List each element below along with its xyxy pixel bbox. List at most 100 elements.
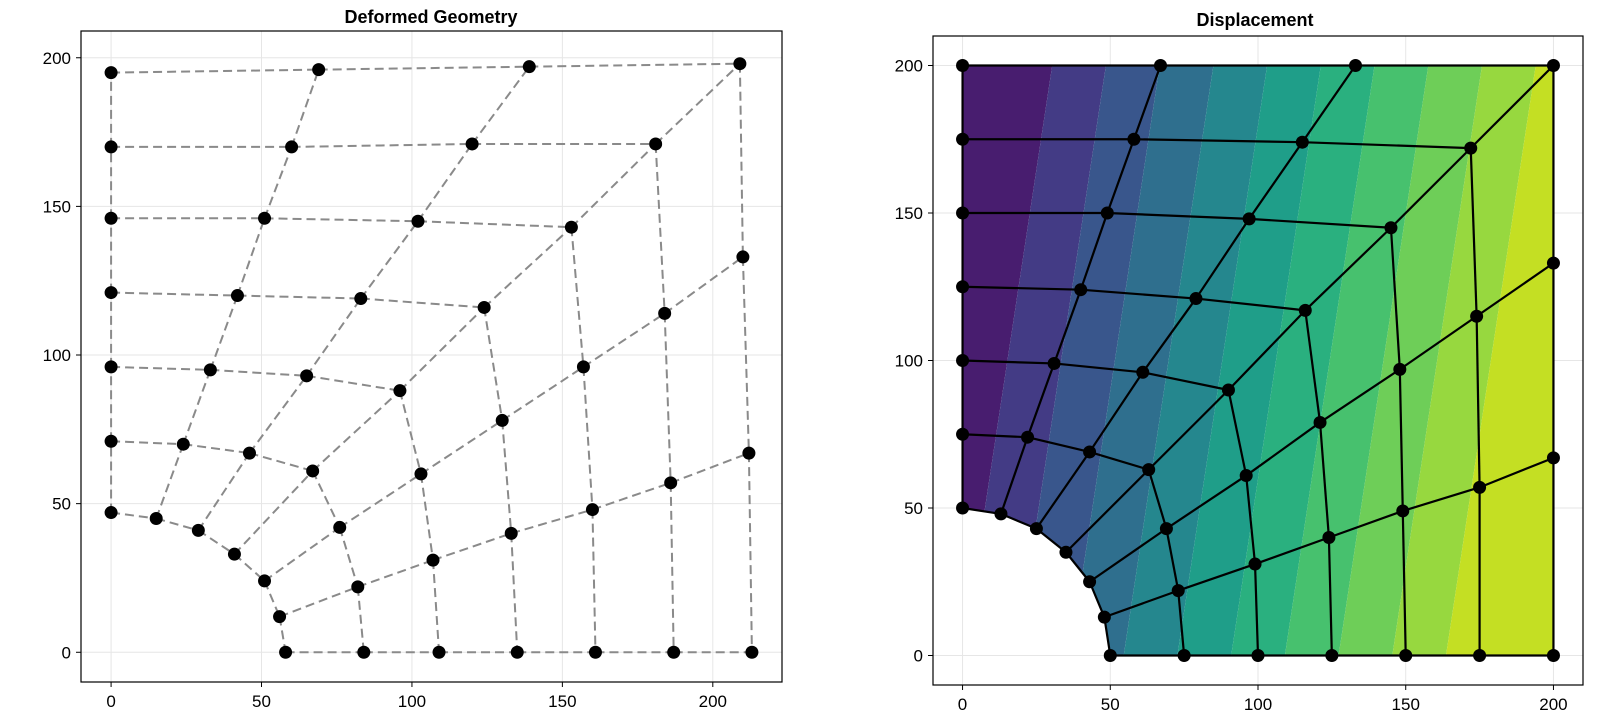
mesh-edge xyxy=(1177,590,1186,656)
mesh-edge xyxy=(747,453,753,653)
node-point xyxy=(1546,649,1560,662)
node-point xyxy=(1159,522,1173,536)
mesh-edge xyxy=(1401,510,1407,656)
mesh-edge xyxy=(1327,537,1333,656)
mesh-edge xyxy=(962,433,1028,439)
mesh-edge xyxy=(1304,310,1322,423)
mesh-edge xyxy=(999,436,1029,515)
node-point xyxy=(649,137,663,151)
mesh-edge xyxy=(1035,451,1091,530)
mesh-edge xyxy=(962,285,1081,291)
mesh-edge xyxy=(110,511,157,520)
mesh-edge xyxy=(1079,212,1109,291)
contour-band xyxy=(1386,65,1542,656)
mesh-edge xyxy=(263,146,293,219)
mesh-edge xyxy=(306,374,401,392)
node-point xyxy=(414,467,428,481)
mesh-edge xyxy=(1402,486,1480,513)
node-point xyxy=(227,547,241,561)
node-point xyxy=(465,137,479,151)
displacement-nodes xyxy=(956,59,1560,662)
mesh-edge xyxy=(1107,211,1250,220)
mesh-edge xyxy=(1227,389,1248,476)
deformed-geometry-panel: Deformed Geometry 0 50 100 150 200 0 50 100 150… xyxy=(43,7,783,711)
node-point xyxy=(495,413,509,427)
mesh-edge xyxy=(291,142,473,148)
node-point xyxy=(203,363,217,377)
mesh-edge xyxy=(338,527,359,588)
mesh-edge xyxy=(1389,227,1401,370)
y-tick-label: 50 xyxy=(904,499,923,518)
contour-band xyxy=(1225,65,1380,656)
mesh-edge xyxy=(1469,148,1478,317)
mesh-edge xyxy=(570,227,585,367)
displacement-title: Displacement xyxy=(1196,10,1313,30)
mesh-edge xyxy=(654,62,741,145)
node-point xyxy=(745,645,759,659)
mesh-edge xyxy=(398,390,422,475)
mesh-edge xyxy=(318,65,530,71)
node-point xyxy=(1473,480,1487,494)
mesh-edge xyxy=(1302,141,1471,150)
mesh-edge xyxy=(1103,589,1179,619)
mesh-edge xyxy=(592,481,672,511)
mesh-edge xyxy=(417,143,473,222)
mesh-edge xyxy=(183,443,250,455)
mesh-edge xyxy=(1399,315,1478,371)
mesh-edge xyxy=(356,586,365,653)
mesh-edge xyxy=(663,313,672,483)
mesh-edge xyxy=(305,297,362,377)
mesh-edge xyxy=(155,443,185,519)
node-point xyxy=(393,384,407,398)
node-point xyxy=(956,501,970,515)
mesh-edge xyxy=(339,473,422,529)
mesh-edge xyxy=(664,256,744,315)
mesh-edge xyxy=(264,217,418,223)
mesh-edge xyxy=(1080,288,1197,300)
mesh-edge xyxy=(1475,316,1481,488)
mesh-edge xyxy=(155,517,199,532)
mesh-edge xyxy=(1319,368,1401,424)
node-point xyxy=(258,574,272,588)
mesh-edge xyxy=(417,220,572,229)
mesh-edge xyxy=(483,226,573,309)
x-tick-label: 100 xyxy=(1244,695,1272,714)
node-point xyxy=(1546,59,1560,72)
displacement-y-ticks: 0 50 100 150 200 xyxy=(895,57,933,666)
mesh-edge xyxy=(529,62,740,68)
mesh-edge xyxy=(670,452,750,484)
mesh-edge xyxy=(1132,65,1162,140)
node-point xyxy=(1171,584,1185,598)
node-point xyxy=(1399,649,1413,662)
mesh-edge xyxy=(1245,475,1257,565)
deformed-geometry-x-ticks: 0 50 100 150 200 xyxy=(106,682,727,711)
x-tick-label: 50 xyxy=(1101,695,1120,714)
node-point xyxy=(1103,649,1117,662)
node-point xyxy=(351,580,365,594)
mesh-edge xyxy=(1328,509,1404,539)
y-tick-label: 150 xyxy=(43,197,71,216)
node-point xyxy=(306,464,320,478)
mesh-edge xyxy=(1476,262,1555,318)
mesh-edge xyxy=(1390,147,1472,229)
mesh-edge xyxy=(1248,141,1304,220)
y-tick-label: 200 xyxy=(43,49,71,68)
mesh-edge xyxy=(111,68,319,74)
node-point xyxy=(956,354,970,367)
mesh-edge xyxy=(591,509,597,653)
node-point xyxy=(258,211,272,225)
node-point xyxy=(176,437,190,451)
displacement-panel: Displacement 0 50 100 150 200 0 50 100 150 200 xyxy=(895,10,1584,714)
node-point xyxy=(1239,469,1253,483)
mesh-edge xyxy=(582,366,594,510)
node-point xyxy=(588,645,602,659)
mesh-edge xyxy=(1165,528,1180,591)
x-tick-label: 0 xyxy=(106,692,115,711)
mesh-edge xyxy=(483,307,504,421)
mesh-edge xyxy=(1088,371,1144,453)
mesh-edge xyxy=(249,452,313,472)
mesh-edge xyxy=(1227,309,1307,391)
mesh-edge xyxy=(1479,456,1554,489)
node-point xyxy=(104,66,118,80)
